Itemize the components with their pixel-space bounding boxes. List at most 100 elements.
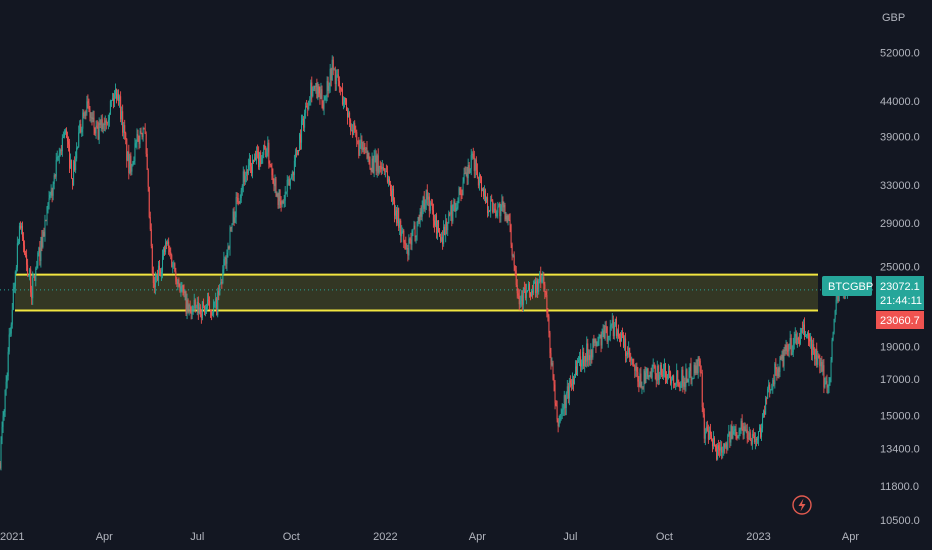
candle xyxy=(691,376,693,387)
candle xyxy=(21,221,23,241)
candle xyxy=(306,99,308,108)
candle xyxy=(648,375,650,381)
resistance-zone[interactable] xyxy=(15,274,818,311)
candle xyxy=(350,118,352,136)
candle xyxy=(336,69,338,78)
candle xyxy=(58,147,60,164)
candle xyxy=(783,347,785,371)
candle xyxy=(484,185,486,202)
candle xyxy=(245,165,247,183)
candle xyxy=(441,232,443,243)
candle xyxy=(832,331,834,342)
candle xyxy=(159,268,161,277)
candle xyxy=(673,374,675,389)
lightning-icon[interactable] xyxy=(792,495,812,515)
current-price-tag[interactable]: 23072.1 21:44:11 xyxy=(876,276,924,310)
candle xyxy=(614,318,616,327)
candle xyxy=(156,269,158,282)
candle xyxy=(34,274,36,281)
candle xyxy=(494,203,496,213)
candle xyxy=(641,381,643,395)
candle xyxy=(319,86,321,105)
candle xyxy=(634,364,636,379)
candle xyxy=(733,424,735,435)
candle xyxy=(239,194,241,205)
candle xyxy=(499,201,501,223)
candle xyxy=(791,345,793,356)
candle xyxy=(563,390,565,416)
candle xyxy=(739,427,741,437)
candle xyxy=(36,260,38,271)
candle xyxy=(359,139,361,156)
candle xyxy=(219,283,221,296)
candle xyxy=(131,163,133,176)
candle xyxy=(451,199,453,227)
candle xyxy=(699,358,701,377)
candle xyxy=(82,109,84,137)
candle xyxy=(468,162,470,175)
candle xyxy=(593,334,595,348)
x-tick-label: Jul xyxy=(190,531,204,543)
candle xyxy=(356,129,358,148)
candle xyxy=(523,281,525,294)
candle xyxy=(218,285,220,301)
candle xyxy=(115,83,117,99)
candle xyxy=(275,176,277,198)
candle xyxy=(23,232,25,253)
candle xyxy=(376,153,378,178)
candle xyxy=(564,394,566,416)
candle xyxy=(501,194,503,212)
candle xyxy=(2,410,4,433)
currency-label: GBP xyxy=(882,12,905,24)
candle xyxy=(75,151,77,174)
candle xyxy=(53,172,55,190)
candle xyxy=(89,105,91,122)
candle xyxy=(718,439,720,456)
candle xyxy=(6,372,8,389)
candle xyxy=(637,367,639,388)
candle xyxy=(822,359,824,376)
candle xyxy=(165,238,167,255)
candle xyxy=(688,367,690,387)
candle xyxy=(32,271,34,305)
candle xyxy=(195,304,197,309)
candle xyxy=(681,366,683,388)
candle xyxy=(568,377,570,406)
candle xyxy=(56,150,58,162)
candle xyxy=(192,305,194,315)
symbol-tag[interactable]: BTCGBP xyxy=(822,276,873,296)
candle xyxy=(757,430,759,446)
candle xyxy=(477,176,479,189)
candle xyxy=(150,223,152,249)
candle xyxy=(43,227,45,237)
candle xyxy=(490,195,492,218)
candle xyxy=(735,424,737,440)
secondary-price-tag[interactable]: 23060.7 xyxy=(876,311,924,329)
candle xyxy=(810,332,812,349)
candle xyxy=(293,154,295,182)
y-tick-label: 52000.0 xyxy=(880,47,920,59)
candle xyxy=(632,358,634,367)
candle xyxy=(210,309,212,318)
candle xyxy=(693,362,695,379)
candle xyxy=(28,274,30,277)
candle xyxy=(345,97,347,105)
candle xyxy=(513,251,515,272)
candle xyxy=(352,124,354,138)
candle xyxy=(553,374,555,392)
candle xyxy=(363,140,365,155)
candle xyxy=(498,203,500,208)
candle xyxy=(462,177,464,196)
x-tick-label: Jul xyxy=(563,531,577,543)
candle xyxy=(778,366,780,379)
candle xyxy=(740,418,742,434)
candle xyxy=(623,332,625,349)
candle xyxy=(402,227,404,234)
candle xyxy=(749,429,751,442)
candle xyxy=(645,366,647,384)
candle xyxy=(235,191,237,224)
candle xyxy=(726,441,728,454)
candle xyxy=(343,97,345,108)
candle xyxy=(141,132,143,140)
